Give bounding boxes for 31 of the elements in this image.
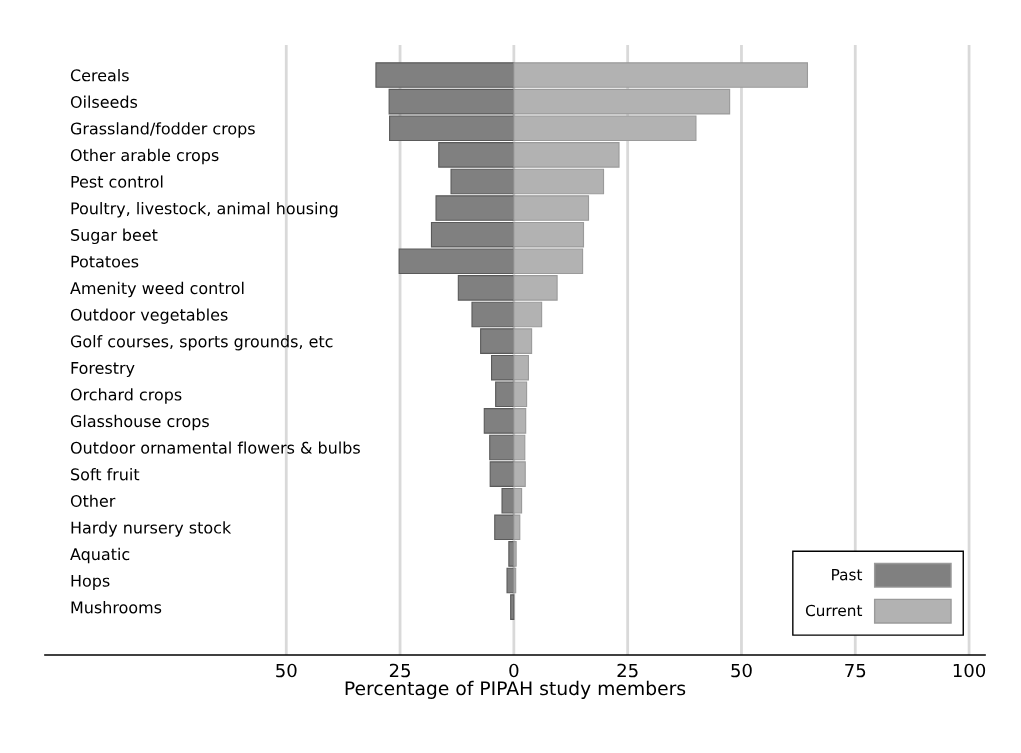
x-axis-title: Percentage of PIPAH study members	[345, 680, 686, 699]
y-tick-label: Glasshouse crops	[70, 414, 209, 431]
y-tick-label: Other	[70, 494, 116, 507]
y-tick-label: Aquatic	[70, 547, 130, 564]
y-tick-label: Soft fruit	[71, 468, 140, 481]
x-tick-label: 50	[276, 663, 297, 678]
legend-label: Current	[805, 604, 863, 617]
y-tick-label: Potatoes	[71, 255, 139, 268]
y-tick-label: Sugar beet	[71, 228, 158, 245]
y-tick-label: Oilseeds	[70, 95, 138, 108]
y-tick-label: Golf courses, sports grounds, etc	[70, 335, 333, 351]
legend-label: Past	[832, 569, 863, 581]
y-tick-label: Pest control	[71, 175, 163, 188]
y-tick-label: Poultry, livestock, animal housing	[71, 202, 338, 218]
x-tick-label: 25	[617, 663, 638, 678]
y-tick-label: Hardy nursery stock	[71, 521, 232, 537]
y-tick-label: Other arable crops	[70, 148, 219, 165]
y-tick-label: Forestry	[71, 362, 135, 378]
y-tick-label: Cereals	[70, 68, 129, 82]
x-tick-label: 75	[845, 663, 866, 678]
y-tick-label: Grassland/fodder crops	[70, 122, 255, 138]
y-tick-label: Orchard crops	[70, 388, 182, 404]
y-tick-label: Mushrooms	[71, 601, 162, 614]
x-tick-label: 0	[509, 663, 519, 678]
y-tick-label: Outdoor vegetables	[70, 308, 228, 324]
y-tick-label: Outdoor ornamental flowers & bulbs	[70, 441, 360, 454]
x-tick-label: 100	[953, 663, 986, 678]
x-tick-label: 50	[731, 663, 752, 678]
y-tick-label: Amenity weed control	[70, 281, 244, 298]
y-tick-label: Hops	[71, 574, 110, 590]
x-tick-label: 25	[389, 663, 410, 678]
